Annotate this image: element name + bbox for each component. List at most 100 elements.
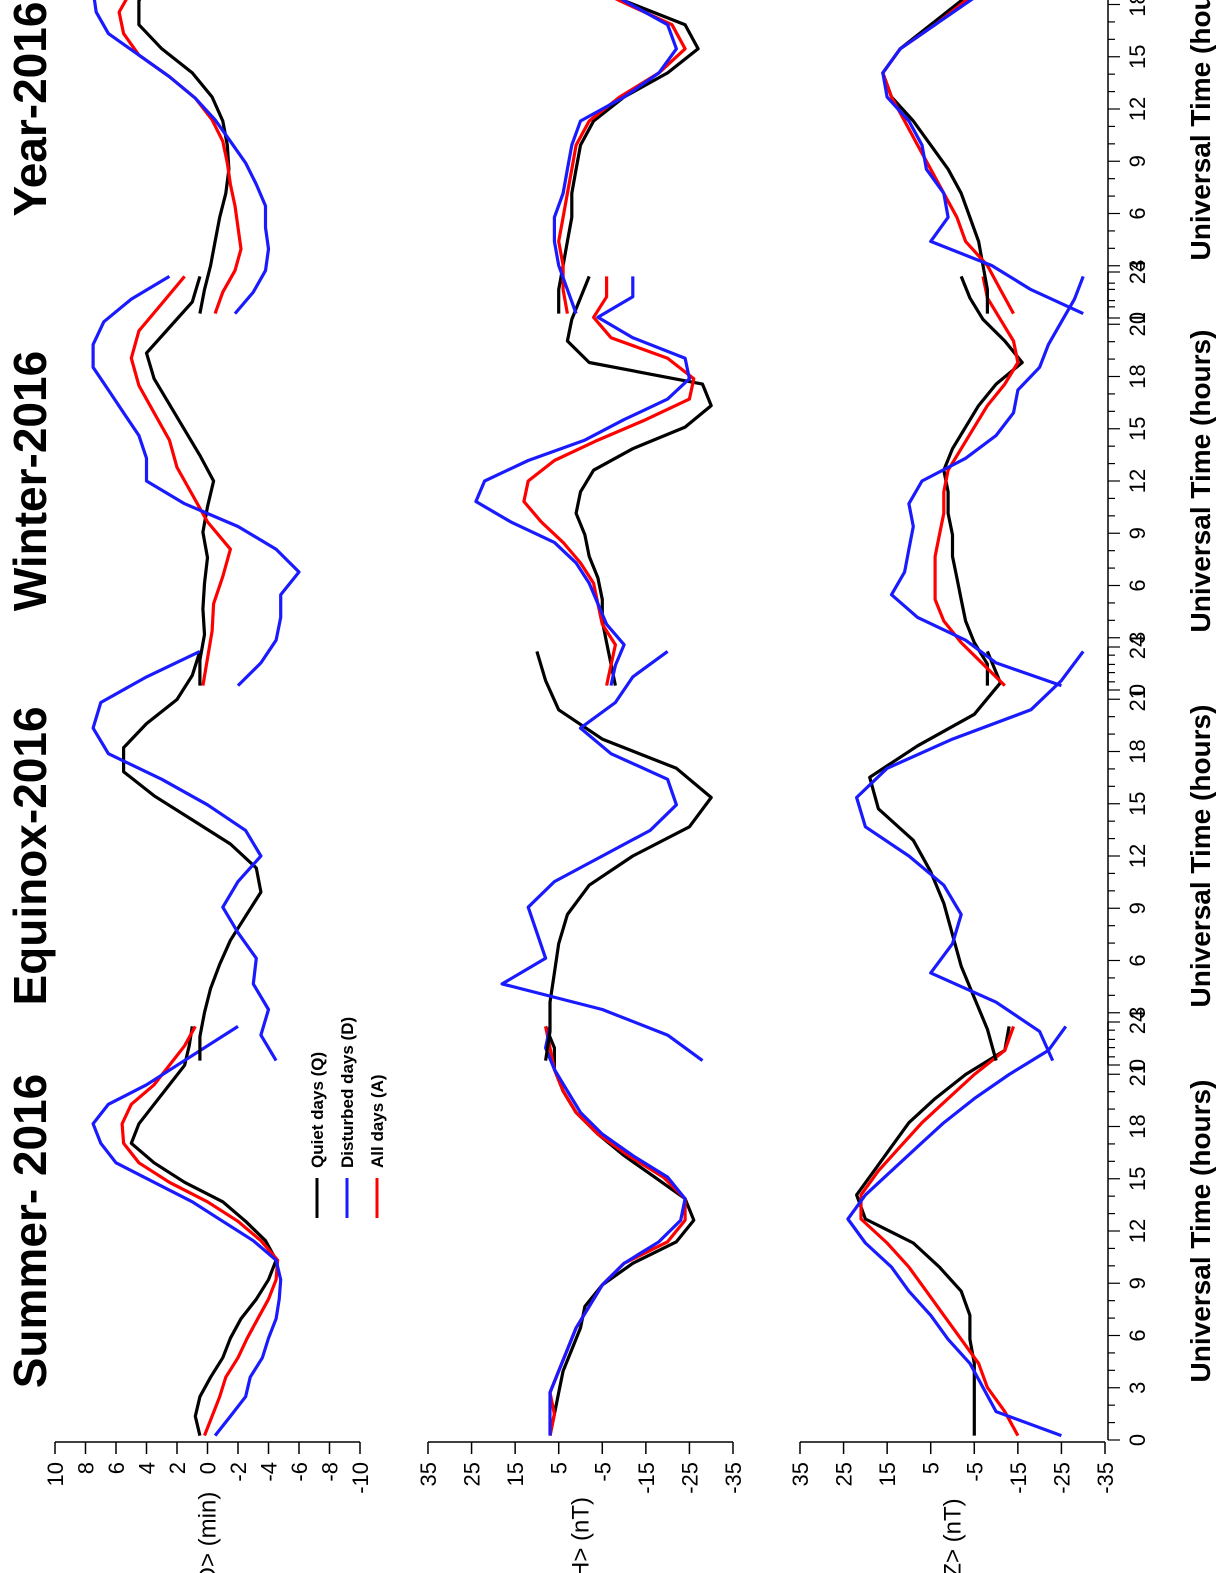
value-tick-label: -25 <box>677 1462 702 1494</box>
value-tick-label: 0 <box>196 1462 221 1474</box>
time-tick-label: 12 <box>1125 469 1150 493</box>
time-tick-label: 18 <box>1125 1114 1150 1138</box>
column-title: Equinox-2016 <box>4 706 56 1005</box>
series-Q-line <box>137 0 231 314</box>
value-tick-label: 15 <box>875 1462 900 1486</box>
series-D-line <box>91 275 301 687</box>
time-tick-label: 15 <box>1125 1167 1150 1191</box>
time-tick-label: 24 <box>1125 635 1150 659</box>
column-title: Year-2016 <box>4 2 56 217</box>
series-Q-line <box>881 0 990 314</box>
series-Q-line <box>144 275 216 686</box>
time-tick-label: 21 <box>1125 1062 1150 1086</box>
time-tick-label: 18 <box>1125 0 1150 17</box>
value-tick-label: -4 <box>257 1462 282 1482</box>
series-D-line <box>854 650 1085 1062</box>
time-tick-label: 6 <box>1125 579 1150 591</box>
series-D-line <box>552 0 679 315</box>
value-tick-label: -25 <box>1049 1462 1074 1494</box>
series-Q-line <box>557 0 700 314</box>
series-D-line <box>846 1025 1068 1438</box>
value-tick-label: -15 <box>1006 1462 1031 1494</box>
legend-label: All days (A) <box>368 1074 387 1168</box>
legend-label: Quiet days (Q) <box>308 1052 327 1168</box>
value-tick-label: -10 <box>348 1462 373 1494</box>
value-tick-label: 25 <box>832 1462 857 1486</box>
time-tick-label: 18 <box>1125 739 1150 763</box>
series-A-line <box>129 275 232 686</box>
value-tick-label: 8 <box>74 1462 99 1474</box>
series-D-line <box>543 1026 687 1436</box>
series-Q-line <box>129 1026 278 1436</box>
value-tick-label: 35 <box>788 1462 813 1486</box>
series-D-line <box>92 0 271 315</box>
time-tick-label: 3 <box>1125 632 1150 644</box>
time-tick-label: 0 <box>1125 1059 1150 1071</box>
series-D-line <box>500 650 704 1062</box>
series-Q-line <box>121 650 263 1061</box>
value-tick-label: -35 <box>721 1462 746 1494</box>
time-tick-label: 9 <box>1125 1277 1150 1289</box>
time-tick-label: 3 <box>1125 260 1150 272</box>
series-Q-line <box>565 275 713 686</box>
value-tick-label: -5 <box>590 1462 615 1482</box>
column-title: Summer- 2016 <box>4 1074 56 1389</box>
series-A-line <box>933 276 1020 687</box>
series-A-line <box>859 1025 1020 1437</box>
series-D-line <box>889 275 1085 688</box>
time-tick-label: 18 <box>1125 364 1150 388</box>
time-axis-label: Universal Time (hours) <box>1185 705 1216 1008</box>
time-tick-label: 24 <box>1125 1010 1150 1034</box>
value-tick-label: 5 <box>547 1462 572 1474</box>
time-axis-label: Universal Time (hours) <box>1185 1080 1216 1383</box>
value-tick-label: 25 <box>460 1462 485 1486</box>
series-Q-line <box>854 1026 1011 1436</box>
legend-label: Disturbed days (D) <box>338 1017 357 1168</box>
time-tick-label: 9 <box>1125 155 1150 167</box>
time-tick-label: 6 <box>1125 1329 1150 1341</box>
time-tick-label: 12 <box>1125 97 1150 121</box>
time-tick-label: 6 <box>1125 207 1150 219</box>
value-tick-label: 4 <box>135 1462 160 1474</box>
value-tick-label: -35 <box>1093 1462 1118 1494</box>
value-tick-label: -5 <box>962 1462 987 1482</box>
column-title: Winter-2016 <box>4 351 56 611</box>
time-axis-label: Universal Time (hours) <box>1185 330 1216 633</box>
value-tick-label: 15 <box>503 1462 528 1486</box>
series-D-line <box>474 276 692 686</box>
time-tick-label: 9 <box>1125 902 1150 914</box>
series-A-line <box>120 1025 280 1437</box>
value-tick-label: -8 <box>318 1462 343 1482</box>
time-tick-label: 3 <box>1125 1007 1150 1019</box>
value-axis-label: <H> (nT) <box>568 1497 595 1573</box>
time-tick-label: 9 <box>1125 527 1150 539</box>
value-tick-label: 10 <box>43 1462 68 1486</box>
value-axis-label: <D> (min) <box>195 1492 222 1573</box>
time-axis-label: Universal Time (hours) <box>1185 0 1216 260</box>
series-D-line <box>881 0 1084 316</box>
value-tick-label: -6 <box>287 1462 312 1482</box>
value-tick-label: 2 <box>165 1462 190 1474</box>
time-tick-label: 24 <box>1125 260 1150 284</box>
series-Q-line <box>868 650 1003 1062</box>
time-tick-label: 0 <box>1125 1434 1150 1446</box>
time-tick-label: 15 <box>1125 45 1150 69</box>
series-A-line <box>522 276 696 686</box>
time-tick-label: 21 <box>1125 312 1150 336</box>
value-axis-label: <Z> (nT) <box>940 1498 967 1573</box>
value-tick-label: 5 <box>919 1462 944 1474</box>
series-A-line <box>557 0 687 314</box>
time-tick-label: 6 <box>1125 954 1150 966</box>
time-tick-label: 3 <box>1125 1382 1150 1394</box>
time-tick-label: 12 <box>1125 1219 1150 1243</box>
series-D-line <box>91 649 278 1062</box>
time-tick-label: 12 <box>1125 844 1150 868</box>
time-tick-label: 0 <box>1125 312 1150 324</box>
series-A-line <box>117 0 243 315</box>
value-tick-label: -2 <box>226 1462 251 1482</box>
time-tick-label: 15 <box>1125 417 1150 441</box>
series-D-line <box>91 1025 283 1437</box>
value-tick-label: 35 <box>416 1462 441 1486</box>
value-tick-label: -15 <box>634 1462 659 1494</box>
